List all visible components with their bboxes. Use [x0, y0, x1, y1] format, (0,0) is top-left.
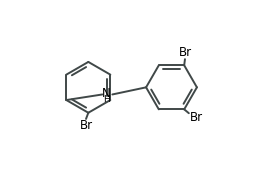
Text: Br: Br: [80, 119, 93, 132]
Text: N: N: [102, 87, 111, 100]
Text: Br: Br: [179, 46, 192, 59]
Text: Br: Br: [190, 111, 203, 124]
Text: H: H: [103, 95, 110, 104]
